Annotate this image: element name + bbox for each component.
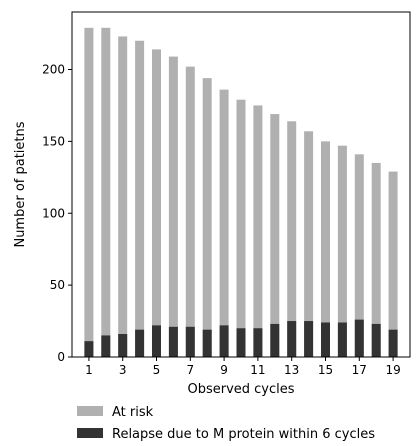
x-tick-label: 17 xyxy=(352,363,367,377)
bar-relapse-15 xyxy=(321,322,330,357)
bar-relapse-1 xyxy=(84,341,94,357)
bar-relapse-9 xyxy=(219,325,229,357)
bar-relapse-11 xyxy=(253,328,263,357)
bar-relapse-8 xyxy=(202,329,212,357)
x-tick-label: 11 xyxy=(250,363,265,377)
bar-at-risk-16 xyxy=(337,145,347,357)
bar-at-risk-3 xyxy=(118,36,128,357)
bar-relapse-2 xyxy=(101,335,111,357)
x-tick-label: 7 xyxy=(186,363,194,377)
y-tick-label: 0 xyxy=(57,350,65,364)
bar-relapse-16 xyxy=(337,322,347,357)
bar-relapse-6 xyxy=(168,326,178,357)
bar-at-risk-5 xyxy=(152,49,161,357)
bar-at-risk-2 xyxy=(101,27,111,357)
legend: At risk Relapse due to M protein within … xyxy=(77,405,375,442)
x-tick-label: 1 xyxy=(85,363,93,377)
bar-at-risk-14 xyxy=(304,131,314,357)
bar-at-risk-18 xyxy=(371,162,381,357)
x-tick-label: 15 xyxy=(318,363,333,377)
bar-relapse-10 xyxy=(236,328,246,357)
bar-at-risk-4 xyxy=(135,40,145,357)
x-axis-label: Observed cycles xyxy=(187,382,294,397)
at-risk-bars xyxy=(84,27,398,357)
y-tick-label: 100 xyxy=(42,206,65,220)
x-ticks: 1 3 5 7 9 11 13 15 17 19 xyxy=(85,357,401,377)
bar-at-risk-12 xyxy=(270,114,280,357)
bar-at-risk-9 xyxy=(219,89,229,357)
y-tick-label: 200 xyxy=(42,63,65,77)
x-tick-label: 19 xyxy=(385,363,400,377)
y-tick-label: 150 xyxy=(42,134,65,148)
bar-at-risk-13 xyxy=(287,121,297,357)
bar-at-risk-19 xyxy=(388,171,398,357)
bar-relapse-7 xyxy=(185,326,195,357)
y-axis-label: Number of patietns xyxy=(13,121,28,247)
legend-swatch-at-risk xyxy=(77,406,103,416)
bar-relapse-5 xyxy=(152,325,161,357)
bar-relapse-4 xyxy=(135,329,145,357)
y-tick-label: 50 xyxy=(50,278,65,292)
legend-swatch-relapse xyxy=(77,428,103,438)
bar-at-risk-6 xyxy=(168,56,178,357)
x-tick-label: 13 xyxy=(284,363,299,377)
bar-relapse-14 xyxy=(304,321,314,357)
bar-relapse-3 xyxy=(118,334,128,357)
bar-at-risk-8 xyxy=(202,78,212,357)
bar-at-risk-10 xyxy=(236,99,246,357)
x-tick-label: 3 xyxy=(119,363,127,377)
bar-relapse-18 xyxy=(371,323,381,357)
x-tick-label: 5 xyxy=(153,363,161,377)
bar-at-risk-7 xyxy=(185,66,195,357)
plot-frame xyxy=(71,11,411,358)
y-ticks: 0 50 100 150 200 xyxy=(42,63,72,364)
bar-at-risk-15 xyxy=(321,141,330,357)
bar-relapse-17 xyxy=(354,319,364,357)
legend-label-relapse: Relapse due to M protein within 6 cycles xyxy=(112,427,375,442)
bar-relapse-12 xyxy=(270,323,280,357)
bar-at-risk-17 xyxy=(354,154,364,357)
bar-relapse-13 xyxy=(287,321,297,357)
x-tick-label: 9 xyxy=(220,363,228,377)
bar-relapse-19 xyxy=(388,329,398,357)
legend-label-at-risk: At risk xyxy=(112,405,154,420)
bar-at-risk-1 xyxy=(84,27,94,357)
bar-at-risk-11 xyxy=(253,105,263,357)
axes xyxy=(71,11,411,358)
relapse-bars xyxy=(84,319,398,357)
